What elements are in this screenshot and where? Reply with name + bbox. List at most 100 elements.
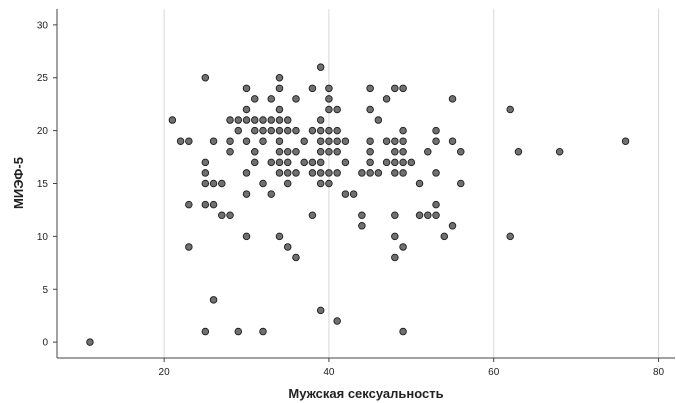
data-point (432, 137, 440, 145)
data-point (201, 179, 210, 188)
data-point (358, 169, 366, 177)
data-point (341, 190, 350, 198)
x-tick-label: 20 (159, 367, 171, 378)
data-point (325, 95, 333, 103)
data-point (432, 200, 440, 209)
data-point (415, 179, 424, 188)
data-point (391, 137, 399, 145)
grid-lines (163, 9, 660, 358)
y-tick-label: 0 (42, 338, 48, 349)
data-point (251, 126, 259, 135)
data-point (506, 105, 514, 114)
data-point (292, 95, 300, 103)
data-point (358, 211, 366, 219)
data-point (234, 327, 243, 336)
x-tick-label: 60 (488, 367, 500, 378)
y-tick-label: 30 (37, 20, 49, 31)
data-point (349, 190, 358, 198)
data-point (424, 211, 432, 219)
data-point (201, 200, 210, 209)
data-point (275, 73, 284, 82)
data-point (391, 169, 399, 177)
data-point (514, 148, 523, 156)
data-point (267, 190, 275, 198)
data-point (201, 169, 210, 177)
y-ticks: 0 5 10 15 20 25 30 (37, 20, 57, 349)
data-point (218, 211, 226, 219)
data-point (275, 169, 284, 177)
data-point (325, 84, 333, 93)
data-point (234, 126, 243, 135)
y-tick-label: 20 (37, 126, 49, 137)
data-point (275, 84, 284, 93)
data-point (374, 169, 383, 177)
data-point (506, 232, 514, 241)
x-axis-label: Мужская сексуальность (288, 386, 443, 401)
data-point (399, 158, 407, 167)
data-point (275, 116, 284, 124)
data-point (316, 63, 325, 71)
data-point (366, 84, 374, 93)
data-point (185, 243, 193, 251)
y-tick-label: 10 (37, 232, 49, 243)
data-point (399, 148, 407, 156)
data-point (316, 116, 325, 124)
data-point (201, 158, 210, 167)
x-ticks: 20 40 60 80 (159, 358, 665, 378)
data-point (275, 137, 284, 145)
data-point (432, 169, 440, 177)
data-point (259, 179, 267, 188)
data-point (457, 148, 465, 156)
data-point (399, 169, 407, 177)
data-point (391, 253, 399, 262)
data-point (432, 211, 440, 219)
data-point (621, 137, 630, 145)
data-point (226, 116, 234, 124)
data-point (333, 169, 341, 177)
data-point (300, 158, 308, 167)
data-point (283, 158, 292, 167)
data-point (391, 211, 399, 219)
data-point (292, 169, 300, 177)
data-point (308, 126, 317, 135)
data-point (457, 179, 465, 188)
y-tick-label: 5 (42, 285, 48, 296)
data-point (333, 317, 341, 325)
data-point (267, 126, 275, 135)
data-point (283, 116, 292, 124)
data-point (391, 84, 399, 93)
data-point (333, 148, 341, 156)
data-point (399, 84, 407, 93)
data-point (292, 126, 300, 135)
data-point (185, 137, 193, 145)
data-point (201, 73, 210, 82)
data-point (242, 232, 251, 241)
data-point (209, 137, 218, 145)
data-point (448, 137, 457, 145)
data-point (168, 116, 177, 124)
data-point (259, 137, 267, 145)
data-point (226, 148, 234, 156)
data-points (86, 63, 630, 346)
data-point (316, 148, 325, 156)
data-point (333, 137, 341, 145)
data-point (267, 158, 275, 167)
data-point (399, 137, 407, 145)
data-point (259, 126, 267, 135)
data-point (275, 105, 284, 114)
data-point (209, 179, 218, 188)
data-point (300, 137, 308, 145)
data-point (308, 169, 317, 177)
data-point (366, 137, 374, 145)
data-point (424, 148, 432, 156)
data-point (308, 84, 317, 93)
plot-area (57, 9, 675, 358)
data-point (448, 222, 457, 230)
data-point (226, 211, 234, 219)
data-point (242, 190, 251, 198)
data-point (391, 232, 399, 241)
data-point (209, 296, 218, 304)
data-point (333, 126, 341, 135)
data-point (391, 148, 399, 156)
